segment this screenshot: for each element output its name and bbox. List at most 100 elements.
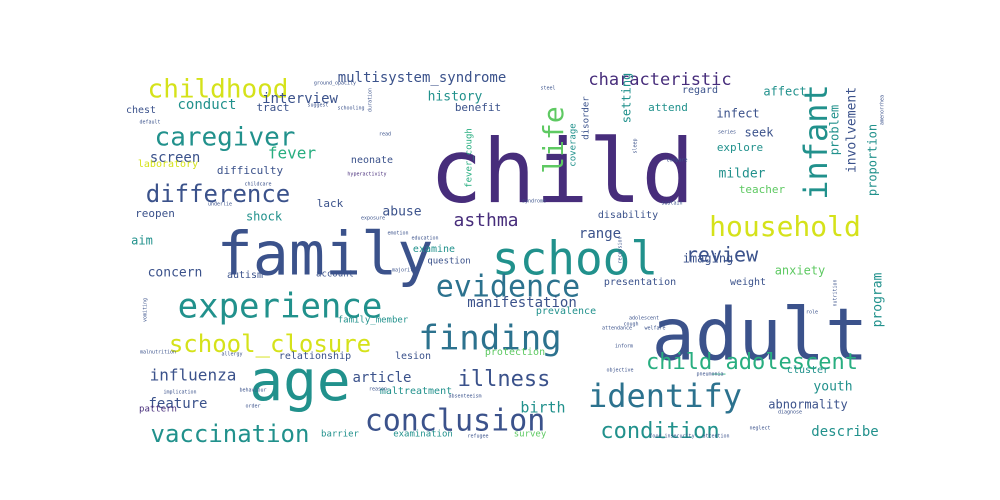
cloud-word-regard: regard bbox=[682, 85, 718, 96]
cloud-word-implication: implication bbox=[163, 390, 196, 396]
cloud-word-illness: illness bbox=[458, 367, 551, 392]
cloud-word-cluster: cluster bbox=[787, 365, 829, 376]
cloud-word-review: review bbox=[686, 243, 759, 267]
cloud-word-history: history bbox=[428, 90, 483, 105]
cloud-word-adolescent: adolescent bbox=[629, 316, 659, 322]
cloud-word-imaging: imaging bbox=[683, 252, 734, 266]
cloud-word-child-adolescent: child_adolescent bbox=[646, 350, 858, 375]
cloud-word-attendance: attendance bbox=[602, 326, 632, 332]
cloud-word-duration: duration bbox=[368, 88, 374, 112]
cloud-word-emotion: emotion bbox=[387, 231, 408, 237]
cloud-word-abuse: abuse bbox=[382, 205, 421, 220]
cloud-word-concern: concern bbox=[148, 266, 203, 281]
cloud-word-milder: milder bbox=[719, 167, 766, 182]
cloud-word-series: series bbox=[718, 130, 736, 136]
cloud-word-aim: aim bbox=[131, 234, 153, 248]
cloud-word-infect: infect bbox=[716, 107, 759, 121]
cloud-word-range: range bbox=[579, 226, 621, 242]
cloud-word-education: education bbox=[411, 236, 438, 242]
cloud-word-adult: adult bbox=[652, 293, 869, 377]
cloud-word-difference: difference bbox=[146, 180, 291, 208]
cloud-word-default: default bbox=[139, 120, 160, 126]
cloud-word-program: program bbox=[871, 272, 886, 327]
cloud-word-youth: youth bbox=[813, 380, 852, 395]
cloud-word-feature: feature bbox=[148, 396, 207, 412]
cloud-word-majority: majority bbox=[392, 268, 416, 274]
cloud-word-examine: examine bbox=[413, 244, 455, 255]
cloud-word-chest: chest bbox=[126, 105, 156, 116]
cloud-word-difficulty: difficulty bbox=[217, 164, 284, 177]
cloud-word-presentation: presentation bbox=[604, 277, 676, 288]
cloud-word-fever: fever bbox=[268, 144, 317, 163]
cloud-word-hyperactivity: hyperactivity bbox=[347, 172, 386, 178]
cloud-word-question: question bbox=[427, 257, 470, 267]
cloud-word-finding: finding bbox=[418, 319, 561, 359]
cloud-word-evidence: evidence bbox=[436, 270, 581, 305]
cloud-word-teacher: teacher bbox=[739, 183, 786, 196]
cloud-word-attend: attend bbox=[648, 101, 688, 114]
cloud-word-suggest: suggest bbox=[307, 103, 328, 109]
cloud-word-steel: steel bbox=[540, 86, 555, 92]
cloud-word-pneumonia: pneumonia bbox=[696, 372, 723, 378]
cloud-word-maltreatment: maltreatment bbox=[380, 386, 452, 397]
cloud-word-identify: identify bbox=[588, 377, 742, 415]
cloud-word-role: role bbox=[806, 310, 818, 316]
cloud-word-proportion: proportion bbox=[866, 124, 880, 196]
cloud-word-food-insecurity: food_insecurity bbox=[649, 434, 694, 440]
cloud-word-welfare: welfare bbox=[644, 326, 665, 332]
cloud-word-characteristic: characteristic bbox=[588, 70, 731, 90]
cloud-word-nutrition: nutrition bbox=[833, 279, 839, 306]
cloud-word-underlie: underlie bbox=[208, 202, 232, 208]
cloud-word-lack: lack bbox=[317, 197, 344, 210]
cloud-word-screen: screen bbox=[150, 150, 201, 166]
cloud-word-sustain: sustain bbox=[661, 201, 682, 207]
cloud-word-asthma: asthma bbox=[453, 210, 518, 231]
cloud-word-inform: inform bbox=[615, 344, 633, 350]
cloud-word-relationship: relationship bbox=[279, 351, 351, 362]
cloud-word-lesion: lesion bbox=[395, 351, 431, 362]
cloud-word-reason: reason bbox=[369, 387, 387, 393]
cloud-word-disability: disability bbox=[598, 210, 658, 221]
cloud-word-syndrome: syndrome bbox=[522, 199, 546, 205]
cloud-word-multisystem-syndrome: multisystem_syndrome bbox=[338, 70, 507, 86]
word-group: child adult family school age infant experienc… bbox=[126, 70, 886, 448]
cloud-word-neglect: neglect bbox=[749, 426, 770, 432]
cloud-word-explore: explore bbox=[717, 141, 763, 154]
cloud-word-coverage: coverage bbox=[569, 123, 579, 166]
cloud-word-manifestation: manifestation bbox=[467, 295, 577, 311]
cloud-word-involvement: involvement bbox=[845, 87, 860, 173]
cloud-word-describe: describe bbox=[811, 424, 878, 440]
cloud-word-behaviour: behaviour bbox=[239, 388, 266, 394]
cloud-word-household: household bbox=[709, 210, 861, 243]
cloud-word-absenteeism: absenteeism bbox=[448, 394, 481, 400]
cloud-word-experience: experience bbox=[178, 287, 383, 327]
cloud-word-protection: protection bbox=[485, 347, 545, 358]
cloud-word-order: order bbox=[245, 404, 260, 410]
cloud-word-exposure: exposure bbox=[361, 216, 385, 222]
cloud-word-objective: objective bbox=[606, 368, 633, 374]
cloud-word-vaccination: vaccination bbox=[151, 420, 310, 448]
cloud-word-diagnose: diagnose bbox=[778, 410, 802, 416]
cloud-word-school: school bbox=[492, 232, 658, 286]
cloud-word-laboratory: laboratory bbox=[138, 159, 198, 170]
cloud-word-amenorrhea: amenorrhea bbox=[880, 95, 886, 125]
cloud-word-malnutrition: malnutrition bbox=[140, 350, 176, 356]
cloud-word-cough: cough bbox=[623, 322, 638, 328]
cloud-word-attention: attention bbox=[702, 434, 729, 440]
cloud-word-setting: setting bbox=[620, 73, 634, 124]
cloud-word-vomiting: vomiting bbox=[143, 298, 149, 322]
cloud-word-seek: seek bbox=[745, 126, 775, 140]
cloud-word-survey: survey bbox=[514, 430, 547, 440]
cloud-word-child: child bbox=[430, 120, 695, 223]
cloud-word-problem: problem bbox=[828, 105, 842, 156]
cloud-word-affect: affect bbox=[763, 85, 806, 99]
cloud-word-age: age bbox=[249, 349, 350, 414]
cloud-word-recession: recession bbox=[618, 236, 624, 263]
cloud-word-prevalence: prevalence bbox=[536, 306, 596, 317]
cloud-word-account: account bbox=[316, 270, 354, 280]
cloud-word-caregiver: caregiver bbox=[155, 123, 296, 153]
cloud-word-compare: compare bbox=[666, 158, 687, 164]
cloud-word-interview: interview bbox=[262, 91, 338, 107]
